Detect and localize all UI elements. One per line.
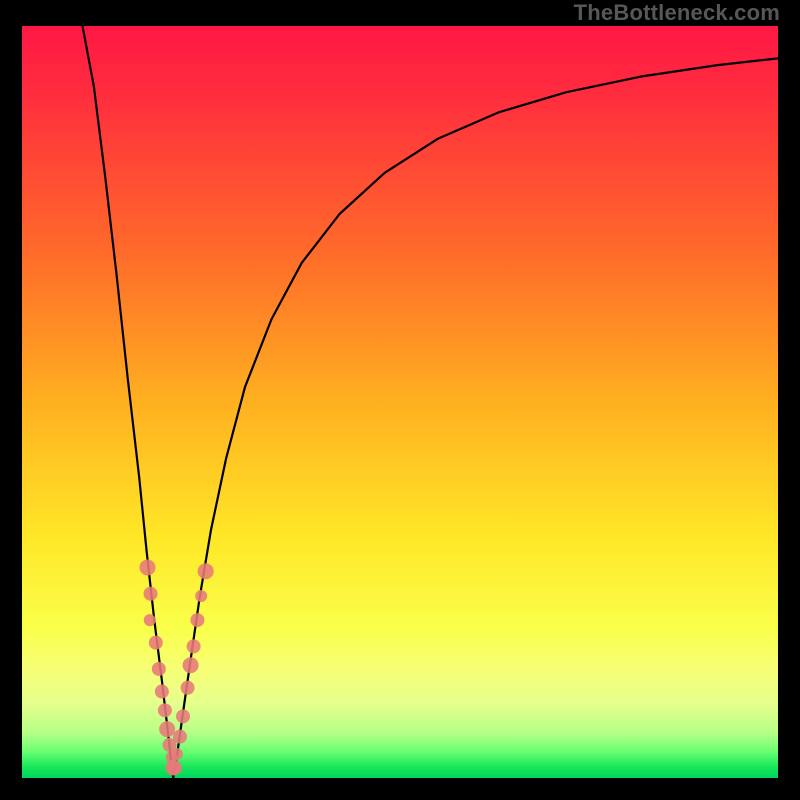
data-marker [155,685,169,699]
data-marker [144,614,156,626]
data-marker [158,703,172,717]
data-marker [159,721,175,737]
watermark-label: TheBottleneck.com [574,0,780,26]
data-marker [171,748,183,760]
data-marker [144,587,158,601]
data-marker [190,613,204,627]
gradient-background [22,26,778,778]
data-marker [176,709,190,723]
chart-frame: TheBottleneck.com [0,0,800,800]
data-marker [149,636,163,650]
data-marker [181,681,195,695]
data-marker [168,761,182,775]
plot-area [22,26,778,778]
data-marker [173,730,187,744]
data-marker [198,563,214,579]
data-marker [195,590,207,602]
data-marker [140,559,156,575]
data-marker [187,639,201,653]
data-marker [152,662,166,676]
chart-svg [22,26,778,778]
data-marker [183,657,199,673]
